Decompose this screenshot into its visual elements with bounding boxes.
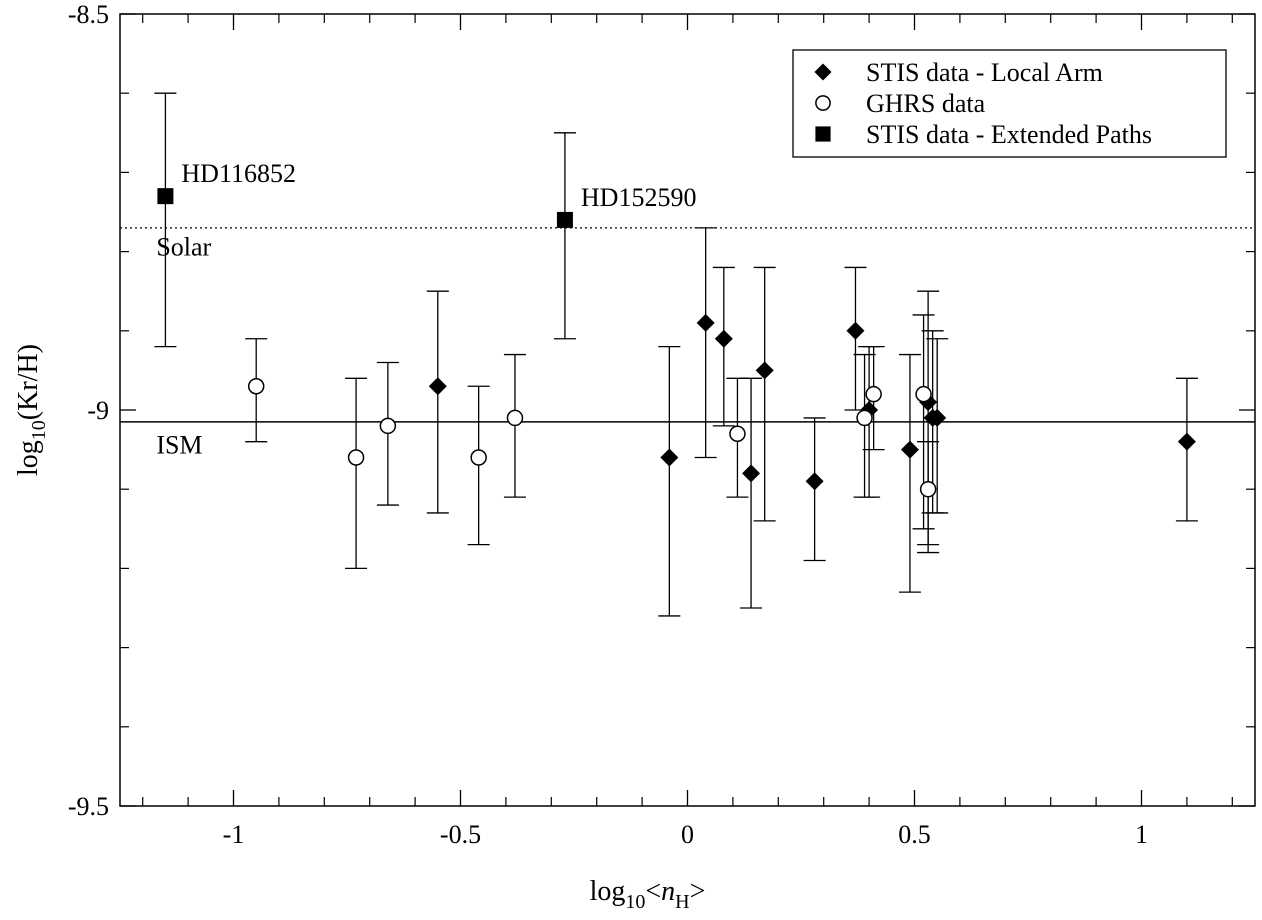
data-point-diamond: [660, 448, 679, 467]
data-point-diamond: [742, 464, 761, 483]
data-point-circle: [247, 377, 265, 395]
data-point-diamond: [755, 361, 774, 380]
x-tick-label: -1: [223, 820, 245, 849]
data-point-circle: [729, 425, 746, 443]
y-tick-label: -8.5: [68, 0, 109, 29]
data-point-circle: [865, 385, 882, 403]
point-label: HD116852: [181, 159, 296, 188]
data-points: HD116852 HD152590: [154, 92, 1198, 617]
y-axis-title: log10(Kr/H): [13, 344, 50, 476]
data-point-diamond: [846, 321, 865, 340]
data-point-circle: [379, 417, 397, 435]
data-point-circle: [506, 409, 524, 427]
data-point-diamond: [814, 63, 832, 81]
y-tick-label: -9.5: [68, 792, 109, 821]
point-label: HD152590: [581, 183, 697, 212]
x-tick-label: 0.5: [898, 820, 931, 849]
data-point-diamond: [714, 329, 733, 348]
x-axis-title: log10<nH>: [590, 876, 706, 913]
x-tick-label: 1: [1135, 820, 1148, 849]
data-point-diamond: [428, 377, 447, 396]
data-point-diamond: [696, 313, 715, 332]
reference-lines: Solar ISM: [120, 227, 1255, 460]
data-point-diamond: [928, 408, 947, 427]
legend-label: GHRS data: [866, 89, 986, 118]
data-point-circle: [919, 480, 937, 498]
data-point-diamond: [1177, 432, 1196, 451]
data-point-square: [157, 188, 174, 205]
data-point-circle: [470, 449, 487, 466]
reference-label-solar: Solar: [156, 233, 211, 262]
axis-titles: log10<nH> log10(Kr/H): [13, 344, 705, 913]
legend-label: STIS data - Extended Paths: [866, 120, 1152, 149]
reference-label-ism: ISM: [156, 431, 202, 460]
data-point-circle: [815, 95, 831, 111]
legend-box: [792, 49, 1227, 158]
data-point-square: [815, 126, 831, 142]
legend-label: STIS data - Local Arm: [866, 58, 1103, 87]
data-point-circle: [915, 385, 932, 403]
data-point-diamond: [805, 472, 824, 491]
x-tick-label: 0: [681, 820, 694, 849]
x-tick-label: -0.5: [440, 820, 481, 849]
y-tick-label: -9: [87, 396, 109, 425]
plot-frame: -1 -0.5 0 0.5 1 -8.5 -9 -9.5: [68, 0, 1256, 849]
data-point-circle: [347, 449, 365, 466]
data-point-square: [556, 211, 573, 228]
data-point-circle: [856, 409, 873, 427]
data-point-diamond: [900, 440, 919, 459]
